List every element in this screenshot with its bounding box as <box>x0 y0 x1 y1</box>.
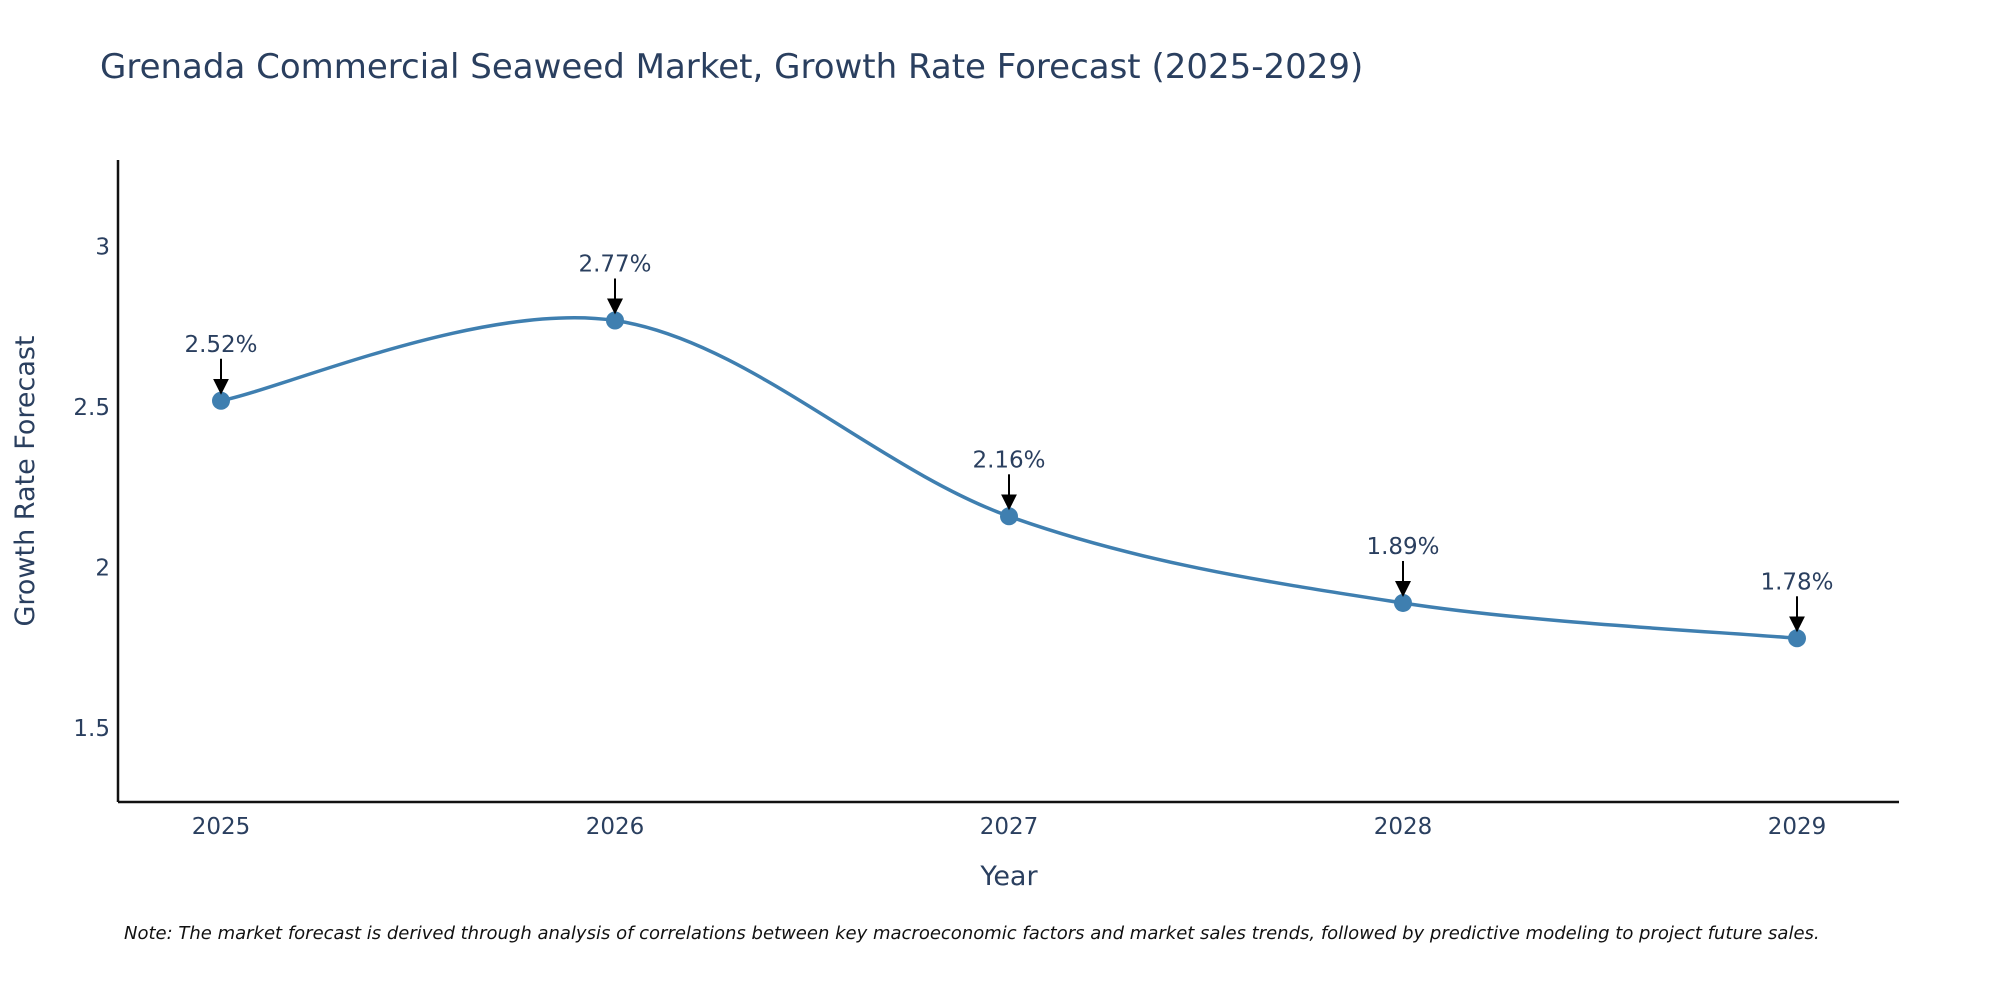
chart-note: Note: The market forecast is derived thr… <box>124 923 1820 944</box>
labels-layer: 2.52% 2.77% 2.16% 1.89% 1.78% <box>184 252 1834 633</box>
x-ticks: 2025 2026 2027 2028 2029 <box>192 814 1827 840</box>
x-axis-title: Year <box>979 861 1038 892</box>
y-tick-label: 2.5 <box>73 395 110 421</box>
y-tick-label: 1.5 <box>73 716 110 742</box>
y-tick-label: 2 <box>95 556 110 582</box>
x-tick-label: 2029 <box>1768 814 1827 840</box>
x-tick-label: 2025 <box>192 814 251 840</box>
chart-title: Grenada Commercial Seaweed Market, Growt… <box>100 47 1363 87</box>
axes-layer <box>116 160 1899 804</box>
data-point <box>1788 629 1806 648</box>
data-point <box>212 391 230 410</box>
data-point <box>1000 507 1018 526</box>
x-tick-label: 2028 <box>1374 814 1433 840</box>
y-axis-title: Growth Rate Forecast <box>10 335 41 626</box>
data-label: 1.89% <box>1366 534 1439 560</box>
x-tick-label: 2026 <box>586 814 645 840</box>
data-label: 2.16% <box>972 447 1045 473</box>
y-ticks: 1.5 2 2.5 3 <box>73 235 110 742</box>
data-label: 2.52% <box>184 332 257 358</box>
points-layer <box>212 311 1806 648</box>
x-tick-label: 2027 <box>980 814 1039 840</box>
y-tick-label: 3 <box>95 235 110 261</box>
data-label: 1.78% <box>1760 569 1833 595</box>
data-point <box>606 311 624 330</box>
data-label: 2.77% <box>578 252 651 278</box>
data-point <box>1394 593 1412 612</box>
